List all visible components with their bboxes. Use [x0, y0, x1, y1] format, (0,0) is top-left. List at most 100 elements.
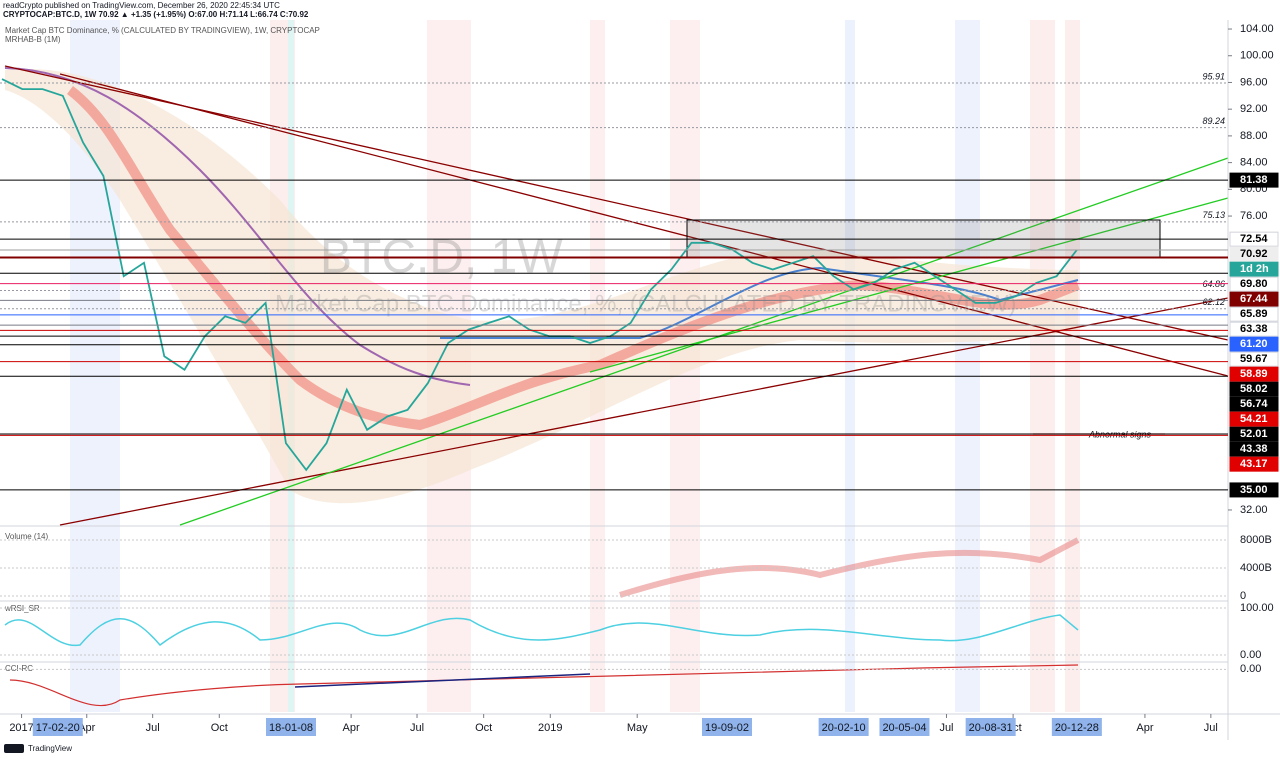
y-tick-label: 92.00	[1240, 103, 1268, 115]
price-badge-label: 54.21	[1240, 413, 1268, 425]
date-badge	[1051, 718, 1102, 736]
pane-name: CCI-RC	[5, 664, 33, 673]
x-tick-label: Jul	[146, 722, 160, 734]
price-badge-label: 72.54	[1240, 233, 1268, 245]
pane-name: wRSI_SR	[4, 604, 40, 613]
zone-box	[686, 219, 1161, 258]
date-badge	[879, 718, 930, 736]
price-badge	[1229, 351, 1279, 367]
pane-tick-label: 8000B	[1240, 534, 1272, 546]
price-badge	[1229, 441, 1279, 457]
price-badge	[1229, 276, 1279, 292]
pane-tick-label: 100.00	[1240, 602, 1274, 614]
price-badge-label: 58.89	[1240, 368, 1268, 380]
pane-tick-label: 0.00	[1240, 663, 1261, 675]
x-tick-label: May	[627, 722, 648, 734]
ma-line-blue	[440, 266, 1079, 339]
price-badge	[1229, 231, 1279, 247]
price-badge-label: 81.38	[1240, 174, 1268, 186]
price-badge	[1229, 172, 1279, 188]
price-badge-label: 56.74	[1240, 398, 1268, 410]
x-tick-label: Apr	[1136, 722, 1153, 734]
price-badge-label: 70.92	[1240, 248, 1268, 260]
symbol-line: CRYPTOCAP:BTC.D, 1W 70.92 ▲ +1.35 (+1.95…	[3, 10, 309, 19]
y-tick-label: 104.00	[1240, 23, 1274, 35]
price-badge	[1229, 291, 1279, 307]
price-badge	[1229, 381, 1279, 397]
brand-logo	[4, 744, 24, 753]
y-tick-label: 88.00	[1240, 130, 1268, 142]
price-badge-label: 67.44	[1240, 293, 1268, 305]
pane-tick-label: 0.00	[1240, 649, 1261, 661]
x-tick-label: Apr	[343, 722, 360, 734]
ma-band	[66, 86, 1080, 431]
date-badge-label: 20-08-31	[969, 722, 1013, 734]
volume-band	[619, 537, 1080, 598]
date-badge-label: 20-05-04	[882, 722, 926, 734]
price-badge	[1229, 426, 1279, 442]
price-badge-label: 43.17	[1240, 458, 1268, 470]
price-badge	[1229, 246, 1279, 262]
cci-trend	[294, 673, 591, 688]
price-badge	[1229, 411, 1279, 427]
price-badge	[1229, 261, 1279, 277]
level-note: 75.13	[1202, 210, 1225, 220]
price-badge-label: 52.01	[1240, 428, 1268, 440]
date-badge-label: 17-02-20	[36, 722, 80, 734]
x-tick-label: 2017	[9, 722, 33, 734]
date-badge-label: 20-02-10	[822, 722, 866, 734]
y-tick-label: 76.00	[1240, 210, 1268, 222]
x-tick-label: Oct	[475, 722, 492, 734]
price-badge-label: 43.38	[1240, 443, 1268, 455]
x-tick-label: Oct	[211, 722, 228, 734]
price-badge	[1229, 456, 1279, 472]
rsi-line	[4, 614, 1079, 647]
price-badge-label: 59.67	[1240, 353, 1268, 365]
date-badge-label: 19-09-02	[705, 722, 749, 734]
level-note: 62.12	[1202, 297, 1225, 307]
level-note: 95.91	[1202, 71, 1225, 81]
date-badge	[702, 718, 753, 736]
price-badge	[1229, 482, 1279, 498]
price-badge-label: 61.20	[1240, 338, 1268, 350]
price-badge	[1229, 306, 1279, 322]
y-tick-label: 32.00	[1240, 504, 1268, 516]
date-badge	[818, 718, 869, 736]
x-tick-label: Jul	[410, 722, 424, 734]
ma-line	[4, 67, 471, 386]
pane-tick-label: 4000B	[1240, 562, 1272, 574]
x-tick-label: Jul	[939, 722, 953, 734]
publisher: readCrypto published on TradingView.com,…	[3, 1, 280, 10]
price-badge-label: 1d 2h	[1240, 263, 1269, 275]
level-note: 89.24	[1202, 116, 1225, 126]
x-tick-label: Jul	[1204, 722, 1218, 734]
pane-name: Volume (14)	[5, 532, 48, 541]
price-line	[1, 78, 1078, 472]
price-badge	[1229, 336, 1279, 352]
y-tick-label: 100.00	[1240, 50, 1274, 62]
price-badge-label: 63.38	[1240, 323, 1268, 335]
study-line: Market Cap BTC Dominance, % (CALCULATED …	[5, 26, 320, 35]
y-tick-label: 84.00	[1240, 157, 1268, 169]
date-badge	[32, 718, 83, 736]
cci-line	[9, 664, 1079, 707]
cloud	[5, 68, 1078, 504]
price-badge-label: 69.80	[1240, 278, 1268, 290]
price-badge-label: 35.00	[1240, 484, 1268, 496]
price-badge-label: 58.02	[1240, 383, 1268, 395]
y-tick-label: 96.00	[1240, 76, 1268, 88]
date-badge	[266, 718, 316, 736]
pane-tick-label: 0	[1240, 590, 1246, 602]
date-badge-label: 18-01-08	[269, 722, 313, 734]
indicator-name: MRHAB-B (1M)	[5, 35, 61, 44]
price-badge	[1229, 396, 1279, 412]
price-badge	[1229, 366, 1279, 382]
price-badge-label: 65.89	[1240, 308, 1268, 320]
watermark-subtitle: Market Cap BTC Dominance, %, (CALCULATED…	[275, 290, 1017, 317]
date-badge	[965, 718, 1016, 736]
date-badge-label: 20-12-28	[1055, 722, 1099, 734]
brand: TradingView	[28, 744, 72, 753]
x-tick-label: 2019	[538, 722, 562, 734]
price-badge	[1229, 321, 1279, 337]
